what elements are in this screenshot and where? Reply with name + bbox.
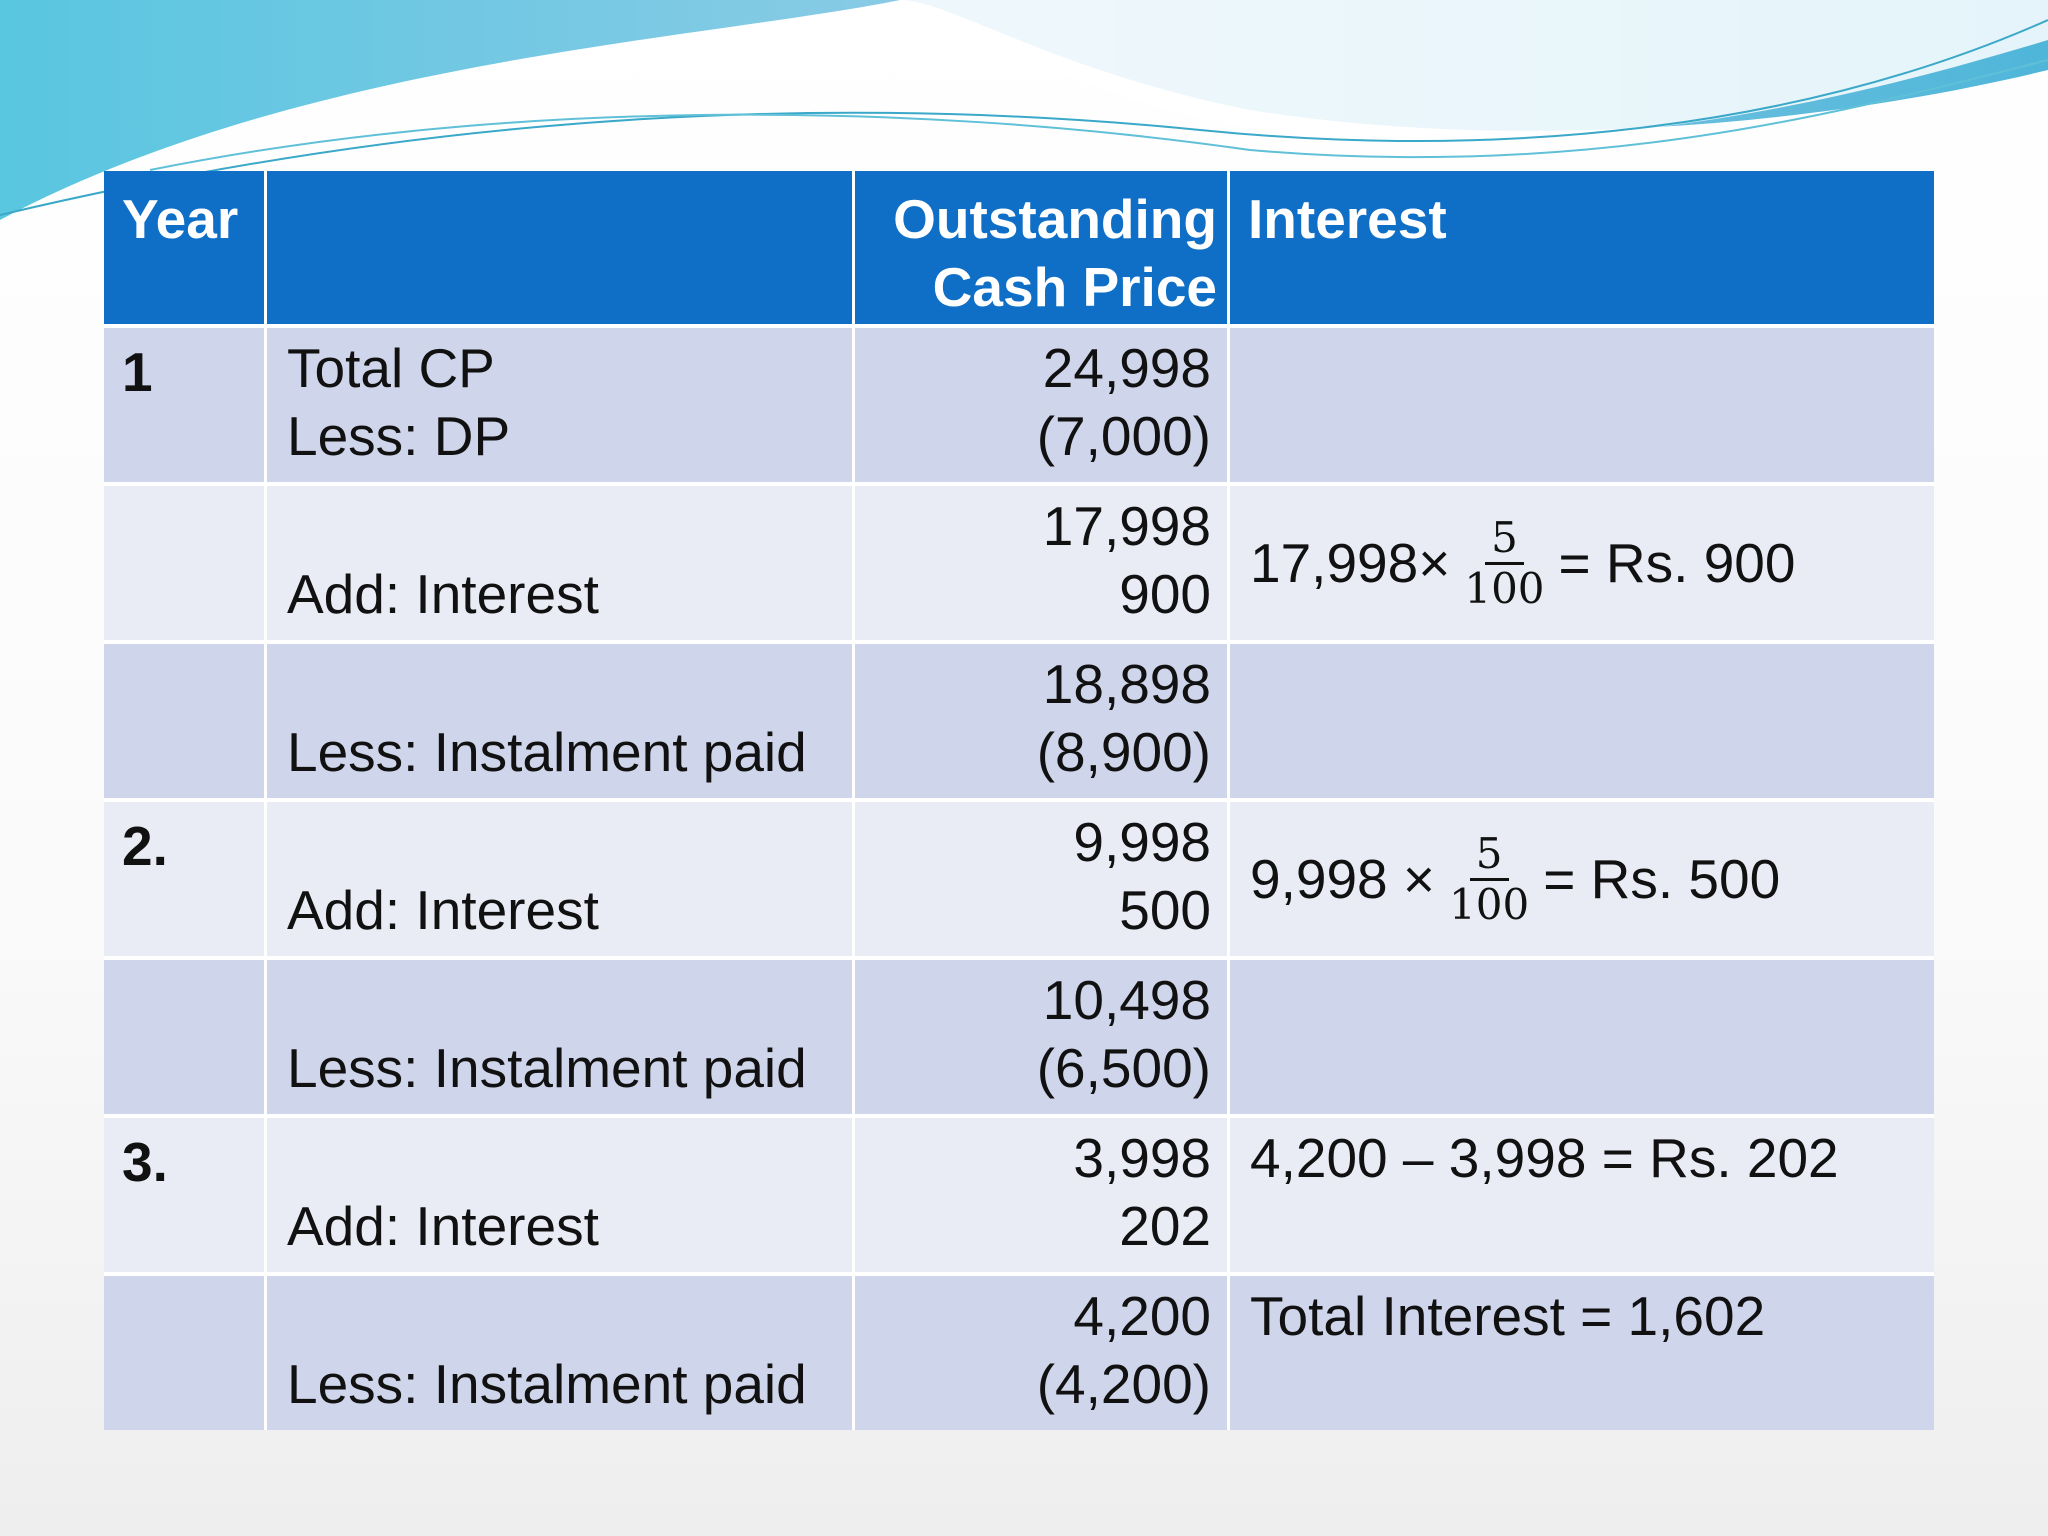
amount-text: 202 — [1119, 1195, 1211, 1257]
interest-cell — [1230, 960, 1934, 1114]
interest-text: Total Interest = 1,602 — [1250, 1285, 1766, 1347]
fraction-denominator: 100 — [1464, 563, 1545, 613]
interest-cell: 9,998 × 5 100 = Rs. 500 — [1230, 802, 1934, 956]
amount-text: 3,998 — [1073, 1127, 1211, 1189]
year-cell — [104, 1276, 264, 1430]
wave-line — [149, 59, 2048, 171]
wave-line — [0, 19, 2048, 216]
interest-result: = Rs. 900 — [1558, 532, 1796, 594]
header-cell: Interest — [1230, 171, 1934, 324]
description-text: Less: DP — [287, 405, 511, 467]
wave-decoration — [0, 0, 2048, 220]
amount-cell: 3,998 202 — [855, 1118, 1227, 1272]
table: Year Outstanding Cash Price Interest 1 To… — [104, 171, 1934, 1430]
interest-text: 4,200 – 3,998 = Rs. 202 — [1250, 1127, 1839, 1189]
year-cell — [104, 486, 264, 640]
year-cell: 1 — [104, 328, 264, 482]
amount-text: 24,998 — [1042, 337, 1211, 399]
amount-text: (7,000) — [1036, 405, 1211, 467]
fraction-denominator: 100 — [1449, 879, 1530, 929]
description-text: Add: Interest — [287, 879, 599, 941]
description-cell: Add: Interest — [267, 486, 852, 640]
interest-cell: Total Interest = 1,602 — [1230, 1276, 1934, 1430]
interest-cell: 4,200 – 3,998 = Rs. 202 — [1230, 1118, 1934, 1272]
amount-cell: 4,200 (4,200) — [855, 1276, 1227, 1430]
amount-text: 17,998 — [1042, 495, 1211, 557]
description-text: Add: Interest — [287, 563, 599, 625]
year-cell: 2. — [104, 802, 264, 956]
amount-text: 18,898 — [1042, 653, 1211, 715]
amount-cell: 18,898 (8,900) — [855, 644, 1227, 798]
amount-text: (6,500) — [1036, 1037, 1211, 1099]
description-text: Total CP — [287, 337, 495, 399]
description-text: Less: Instalment paid — [287, 1037, 807, 1099]
fraction-numerator: 5 — [1469, 829, 1509, 881]
amount-text: (8,900) — [1036, 721, 1211, 783]
interest-result: = Rs. 500 — [1543, 848, 1781, 910]
description-text: Less: Instalment paid — [287, 1353, 807, 1415]
description-cell: Add: Interest — [267, 1118, 852, 1272]
amount-text: 4,200 — [1073, 1285, 1211, 1347]
wave-highlight — [900, 0, 2048, 141]
description-cell: Total CP Less: DP — [267, 328, 852, 482]
header-cell: Year — [104, 171, 264, 324]
interest-cell — [1230, 644, 1934, 798]
amount-cell: 17,998 900 — [855, 486, 1227, 640]
fraction-numerator: 5 — [1485, 513, 1524, 565]
description-text: Add: Interest — [287, 1195, 599, 1257]
description-text: Less: Instalment paid — [287, 721, 807, 783]
header-cell — [267, 171, 852, 324]
amount-text: 900 — [1119, 563, 1211, 625]
amount-text: (4,200) — [1036, 1353, 1211, 1415]
interest-cell — [1230, 328, 1934, 482]
amount-text: 10,498 — [1042, 969, 1211, 1031]
year-cell — [104, 960, 264, 1114]
fraction: 5 100 — [1449, 829, 1530, 929]
year-cell: 3. — [104, 1118, 264, 1272]
header-cell: Outstanding Cash Price — [855, 171, 1227, 324]
year-cell — [104, 644, 264, 798]
amount-text: 9,998 — [1073, 811, 1211, 873]
description-cell: Less: Instalment paid — [267, 644, 852, 798]
interest-cell: 17,998× 5 100 = Rs. 900 — [1230, 486, 1934, 640]
amount-text: 500 — [1119, 879, 1211, 941]
interest-lead: 9,998 × — [1250, 848, 1436, 910]
amount-cell: 24,998 (7,000) — [855, 328, 1227, 482]
description-cell: Less: Instalment paid — [267, 960, 852, 1114]
fraction: 5 100 — [1464, 513, 1545, 613]
amount-cell: 10,498 (6,500) — [855, 960, 1227, 1114]
header-text: Cash Price — [932, 256, 1217, 318]
header-text: Outstanding — [893, 188, 1217, 250]
amount-cell: 9,998 500 — [855, 802, 1227, 956]
description-cell: Less: Instalment paid — [267, 1276, 852, 1430]
description-cell: Add: Interest — [267, 802, 852, 956]
interest-lead: 17,998× — [1250, 532, 1451, 594]
